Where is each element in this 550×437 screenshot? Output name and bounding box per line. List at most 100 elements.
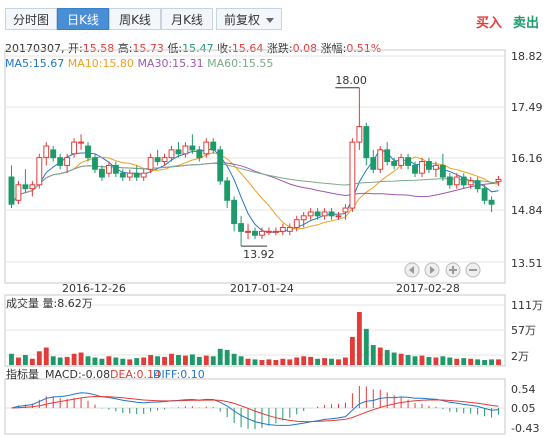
ma5-line xyxy=(11,148,499,233)
volume-tick: 2万 xyxy=(511,350,529,363)
candle xyxy=(293,215,300,232)
date-tick: 2017-02-28 xyxy=(396,282,460,295)
candle xyxy=(119,169,126,181)
candle xyxy=(495,175,502,186)
volume-bar xyxy=(217,348,223,365)
tab-timeshare[interactable]: 分时图 xyxy=(5,8,57,30)
candle xyxy=(446,173,453,189)
adjust-dropdown[interactable]: 前复权 xyxy=(216,8,282,30)
pct-change-value: 0.51% xyxy=(346,42,382,55)
date-tick: 2017-01-24 xyxy=(230,282,294,295)
volume-bar xyxy=(113,357,119,365)
tab-weekly-k[interactable]: 周K线 xyxy=(109,8,161,30)
sell-button[interactable]: 卖出 xyxy=(513,16,540,31)
volume-bar xyxy=(210,356,216,365)
open-value: 15.58 xyxy=(82,42,115,55)
chevron-down-icon xyxy=(266,18,274,23)
buy-button[interactable]: 买入 xyxy=(476,16,503,31)
volume-bar xyxy=(280,358,286,365)
volume-bar xyxy=(176,355,181,365)
candle xyxy=(196,146,203,162)
candle xyxy=(245,223,251,240)
macd-value: MACD:-0.08 xyxy=(45,368,110,381)
chevron-right-icon xyxy=(430,266,435,274)
candle xyxy=(22,169,29,193)
volume-axis: 111万 57万 2万 xyxy=(511,299,543,363)
volume-bar xyxy=(189,354,195,365)
candle xyxy=(259,227,265,240)
zoom-out-button[interactable] xyxy=(465,262,481,278)
candle xyxy=(356,87,363,150)
close-value: 15.64 xyxy=(231,42,264,55)
volume-bar xyxy=(405,355,411,365)
volume-bar xyxy=(162,356,167,365)
volume-bar xyxy=(496,359,501,365)
indicator-selector[interactable]: 指标量 xyxy=(6,367,39,381)
candle xyxy=(467,177,474,189)
tab-monthly-k[interactable]: 月K线 xyxy=(161,8,213,30)
volume-bar xyxy=(252,359,258,365)
candle xyxy=(126,169,133,181)
candle xyxy=(405,153,412,170)
candle xyxy=(335,211,342,220)
volume-bar xyxy=(419,355,425,365)
pan-left-button[interactable] xyxy=(404,262,420,278)
ma10-line xyxy=(11,152,499,230)
candle xyxy=(314,208,321,220)
candle xyxy=(161,153,168,166)
candle xyxy=(398,153,405,170)
candle xyxy=(391,157,398,170)
candle xyxy=(488,196,495,212)
candle xyxy=(78,134,84,150)
macd-lines xyxy=(11,392,499,426)
volume-bar xyxy=(16,357,21,365)
volume-bar xyxy=(106,356,112,365)
candle xyxy=(71,138,78,158)
high-value: 15.73 xyxy=(132,42,164,55)
ma-lines xyxy=(11,148,499,233)
candle xyxy=(29,180,36,197)
volume-bar xyxy=(22,355,28,365)
volume-bar xyxy=(377,347,383,365)
volume-bar xyxy=(426,356,432,365)
volume-bar xyxy=(71,353,77,365)
date-axis: 2016-12-26 2017-01-24 2017-02-28 xyxy=(62,282,460,295)
candle xyxy=(432,161,439,178)
volume-bar xyxy=(203,355,209,365)
volume-bar xyxy=(182,355,188,365)
volume-bar xyxy=(322,358,328,365)
candle xyxy=(363,122,370,166)
candle xyxy=(439,153,446,181)
candle xyxy=(453,173,460,189)
volume-bar xyxy=(43,347,49,365)
volume-title: 成交量 量:8.62万 xyxy=(6,296,93,310)
candle xyxy=(342,204,349,220)
candle xyxy=(231,196,238,232)
high-annotation: 18.00 xyxy=(335,74,367,89)
volume-bar xyxy=(36,351,42,365)
candle xyxy=(203,138,210,158)
volume-bar xyxy=(489,359,494,365)
pan-right-button[interactable] xyxy=(424,262,440,278)
plus-icon xyxy=(449,266,457,274)
volume-bar xyxy=(99,358,105,365)
volume-bar xyxy=(391,352,397,365)
volume-bar xyxy=(447,357,453,365)
candle xyxy=(307,208,314,220)
price-tick: 17.49 xyxy=(511,101,543,114)
volume-bar xyxy=(336,359,341,365)
volume-bar xyxy=(398,353,404,365)
volume-bar xyxy=(482,360,488,365)
candle xyxy=(175,142,182,158)
volume-bar xyxy=(224,350,230,365)
candle xyxy=(154,149,161,166)
volume-bar xyxy=(120,358,126,365)
tab-daily-k[interactable]: 日K线 xyxy=(57,8,109,30)
candle xyxy=(168,146,175,162)
volume-bar xyxy=(315,358,321,365)
volume-bar xyxy=(370,345,376,365)
low-annotation: 13.92 xyxy=(241,245,275,261)
candle xyxy=(147,153,154,174)
zoom-in-button[interactable] xyxy=(445,262,461,278)
